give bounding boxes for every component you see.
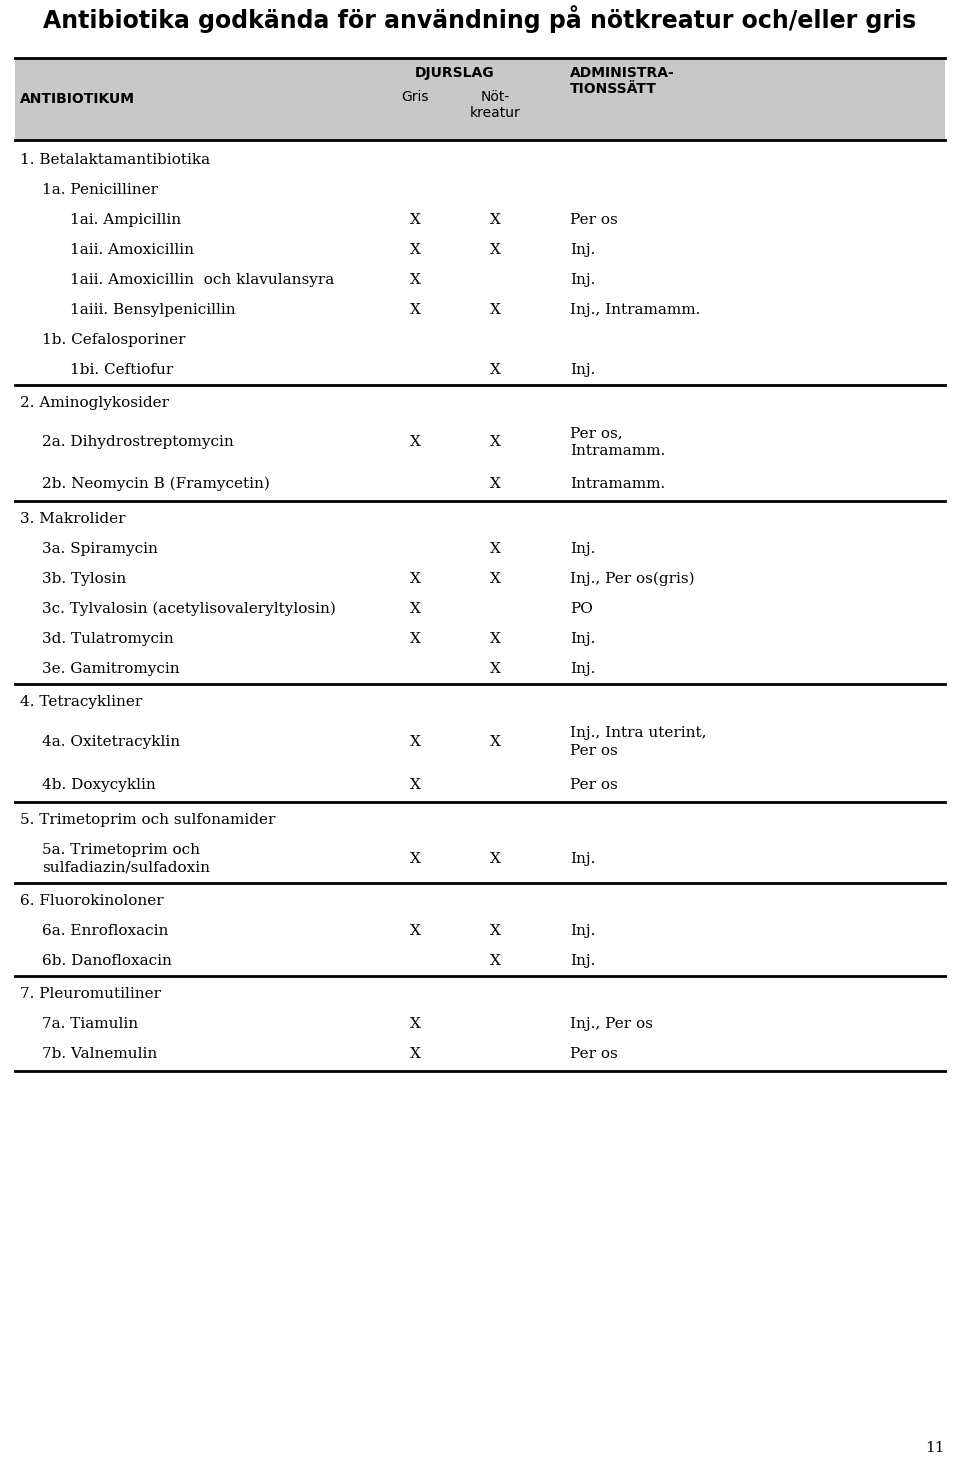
Text: X: X xyxy=(410,852,420,866)
Text: 5a. Trimetoprim och
sulfadiazin/sulfadoxin: 5a. Trimetoprim och sulfadiazin/sulfadox… xyxy=(42,843,210,875)
Text: X: X xyxy=(410,243,420,257)
Text: X: X xyxy=(490,541,500,556)
Text: 3a. Spiramycin: 3a. Spiramycin xyxy=(42,541,157,556)
Text: X: X xyxy=(410,736,420,749)
Text: X: X xyxy=(410,435,420,449)
Text: 11: 11 xyxy=(925,1442,945,1455)
Text: PO: PO xyxy=(570,602,593,616)
Text: X: X xyxy=(410,633,420,646)
Text: Inj.: Inj. xyxy=(570,274,595,287)
Text: X: X xyxy=(410,1016,420,1031)
Text: Gris: Gris xyxy=(401,90,429,104)
Text: Antibiotika godkända för användning på nötkreatur och/eller gris: Antibiotika godkända för användning på n… xyxy=(43,4,917,32)
Text: Intramamm.: Intramamm. xyxy=(570,477,665,490)
Text: Per os: Per os xyxy=(570,213,617,227)
Text: 6. Fluorokinoloner: 6. Fluorokinoloner xyxy=(20,894,163,908)
Text: 7b. Valnemulin: 7b. Valnemulin xyxy=(42,1047,157,1061)
Text: 6b. Danofloxacin: 6b. Danofloxacin xyxy=(42,955,172,968)
Text: Inj., Intra uterint,
Per os: Inj., Intra uterint, Per os xyxy=(570,727,707,758)
Text: 3c. Tylvalosin (acetylisovaleryltylosin): 3c. Tylvalosin (acetylisovaleryltylosin) xyxy=(42,602,336,616)
Text: X: X xyxy=(490,924,500,938)
Text: 7a. Tiamulin: 7a. Tiamulin xyxy=(42,1016,138,1031)
Text: 3e. Gamitromycin: 3e. Gamitromycin xyxy=(42,662,180,677)
Text: 3b. Tylosin: 3b. Tylosin xyxy=(42,572,127,585)
Text: X: X xyxy=(410,213,420,227)
Text: X: X xyxy=(490,477,500,490)
Text: 1a. Penicilliner: 1a. Penicilliner xyxy=(42,182,158,197)
Text: X: X xyxy=(490,633,500,646)
Text: X: X xyxy=(410,1047,420,1061)
Text: 2b. Neomycin B (Framycetin): 2b. Neomycin B (Framycetin) xyxy=(42,477,270,491)
Text: 4a. Oxitetracyklin: 4a. Oxitetracyklin xyxy=(42,736,180,749)
Text: 2a. Dihydrostreptomycin: 2a. Dihydrostreptomycin xyxy=(42,435,233,449)
Text: Inj.: Inj. xyxy=(570,852,595,866)
Text: X: X xyxy=(490,213,500,227)
Bar xyxy=(15,57,945,140)
Text: Inj.: Inj. xyxy=(570,633,595,646)
Text: 3. Makrolider: 3. Makrolider xyxy=(20,512,126,527)
Text: Inj.: Inj. xyxy=(570,955,595,968)
Text: Nöt-
kreatur: Nöt- kreatur xyxy=(469,90,520,121)
Text: 1. Betalaktamantibiotika: 1. Betalaktamantibiotika xyxy=(20,153,210,168)
Text: X: X xyxy=(410,303,420,316)
Text: ADMINISTRA-
TIONSSÄTT: ADMINISTRA- TIONSSÄTT xyxy=(570,66,675,96)
Text: X: X xyxy=(490,243,500,257)
Text: Per os,
Intramamm.: Per os, Intramamm. xyxy=(570,427,665,457)
Text: Inj.: Inj. xyxy=(570,662,595,677)
Text: Inj., Intramamm.: Inj., Intramamm. xyxy=(570,303,701,316)
Text: Inj.: Inj. xyxy=(570,541,595,556)
Text: ANTIBIOTIKUM: ANTIBIOTIKUM xyxy=(20,93,135,106)
Text: Inj., Per os(gris): Inj., Per os(gris) xyxy=(570,572,695,587)
Text: 1aii. Amoxicillin  och klavulansyra: 1aii. Amoxicillin och klavulansyra xyxy=(70,274,334,287)
Text: 6a. Enrofloxacin: 6a. Enrofloxacin xyxy=(42,924,168,938)
Text: 1aiii. Bensylpenicillin: 1aiii. Bensylpenicillin xyxy=(70,303,235,316)
Text: 1aii. Amoxicillin: 1aii. Amoxicillin xyxy=(70,243,194,257)
Text: Inj., Per os: Inj., Per os xyxy=(570,1016,653,1031)
Text: 1bi. Ceftiofur: 1bi. Ceftiofur xyxy=(70,363,173,377)
Text: X: X xyxy=(490,572,500,585)
Text: X: X xyxy=(490,435,500,449)
Text: X: X xyxy=(410,778,420,791)
Text: X: X xyxy=(410,924,420,938)
Text: Per os: Per os xyxy=(570,778,617,791)
Text: X: X xyxy=(490,955,500,968)
Text: 3d. Tulatromycin: 3d. Tulatromycin xyxy=(42,633,174,646)
Text: DJURSLAG: DJURSLAG xyxy=(415,66,494,79)
Text: 5. Trimetoprim och sulfonamider: 5. Trimetoprim och sulfonamider xyxy=(20,813,276,827)
Text: 4b. Doxycyklin: 4b. Doxycyklin xyxy=(42,778,156,791)
Text: X: X xyxy=(490,662,500,677)
Text: X: X xyxy=(490,303,500,316)
Text: X: X xyxy=(410,572,420,585)
Text: Per os: Per os xyxy=(570,1047,617,1061)
Text: X: X xyxy=(490,852,500,866)
Text: 1b. Cefalosporiner: 1b. Cefalosporiner xyxy=(42,332,185,347)
Text: 7. Pleuromutiliner: 7. Pleuromutiliner xyxy=(20,987,161,1000)
Text: X: X xyxy=(410,274,420,287)
Text: X: X xyxy=(490,363,500,377)
Text: 1ai. Ampicillin: 1ai. Ampicillin xyxy=(70,213,181,227)
Text: X: X xyxy=(410,602,420,616)
Text: X: X xyxy=(490,736,500,749)
Text: 4. Tetracykliner: 4. Tetracykliner xyxy=(20,694,142,709)
Text: Inj.: Inj. xyxy=(570,924,595,938)
Text: Inj.: Inj. xyxy=(570,363,595,377)
Text: Inj.: Inj. xyxy=(570,243,595,257)
Text: 2. Aminoglykosider: 2. Aminoglykosider xyxy=(20,396,169,410)
